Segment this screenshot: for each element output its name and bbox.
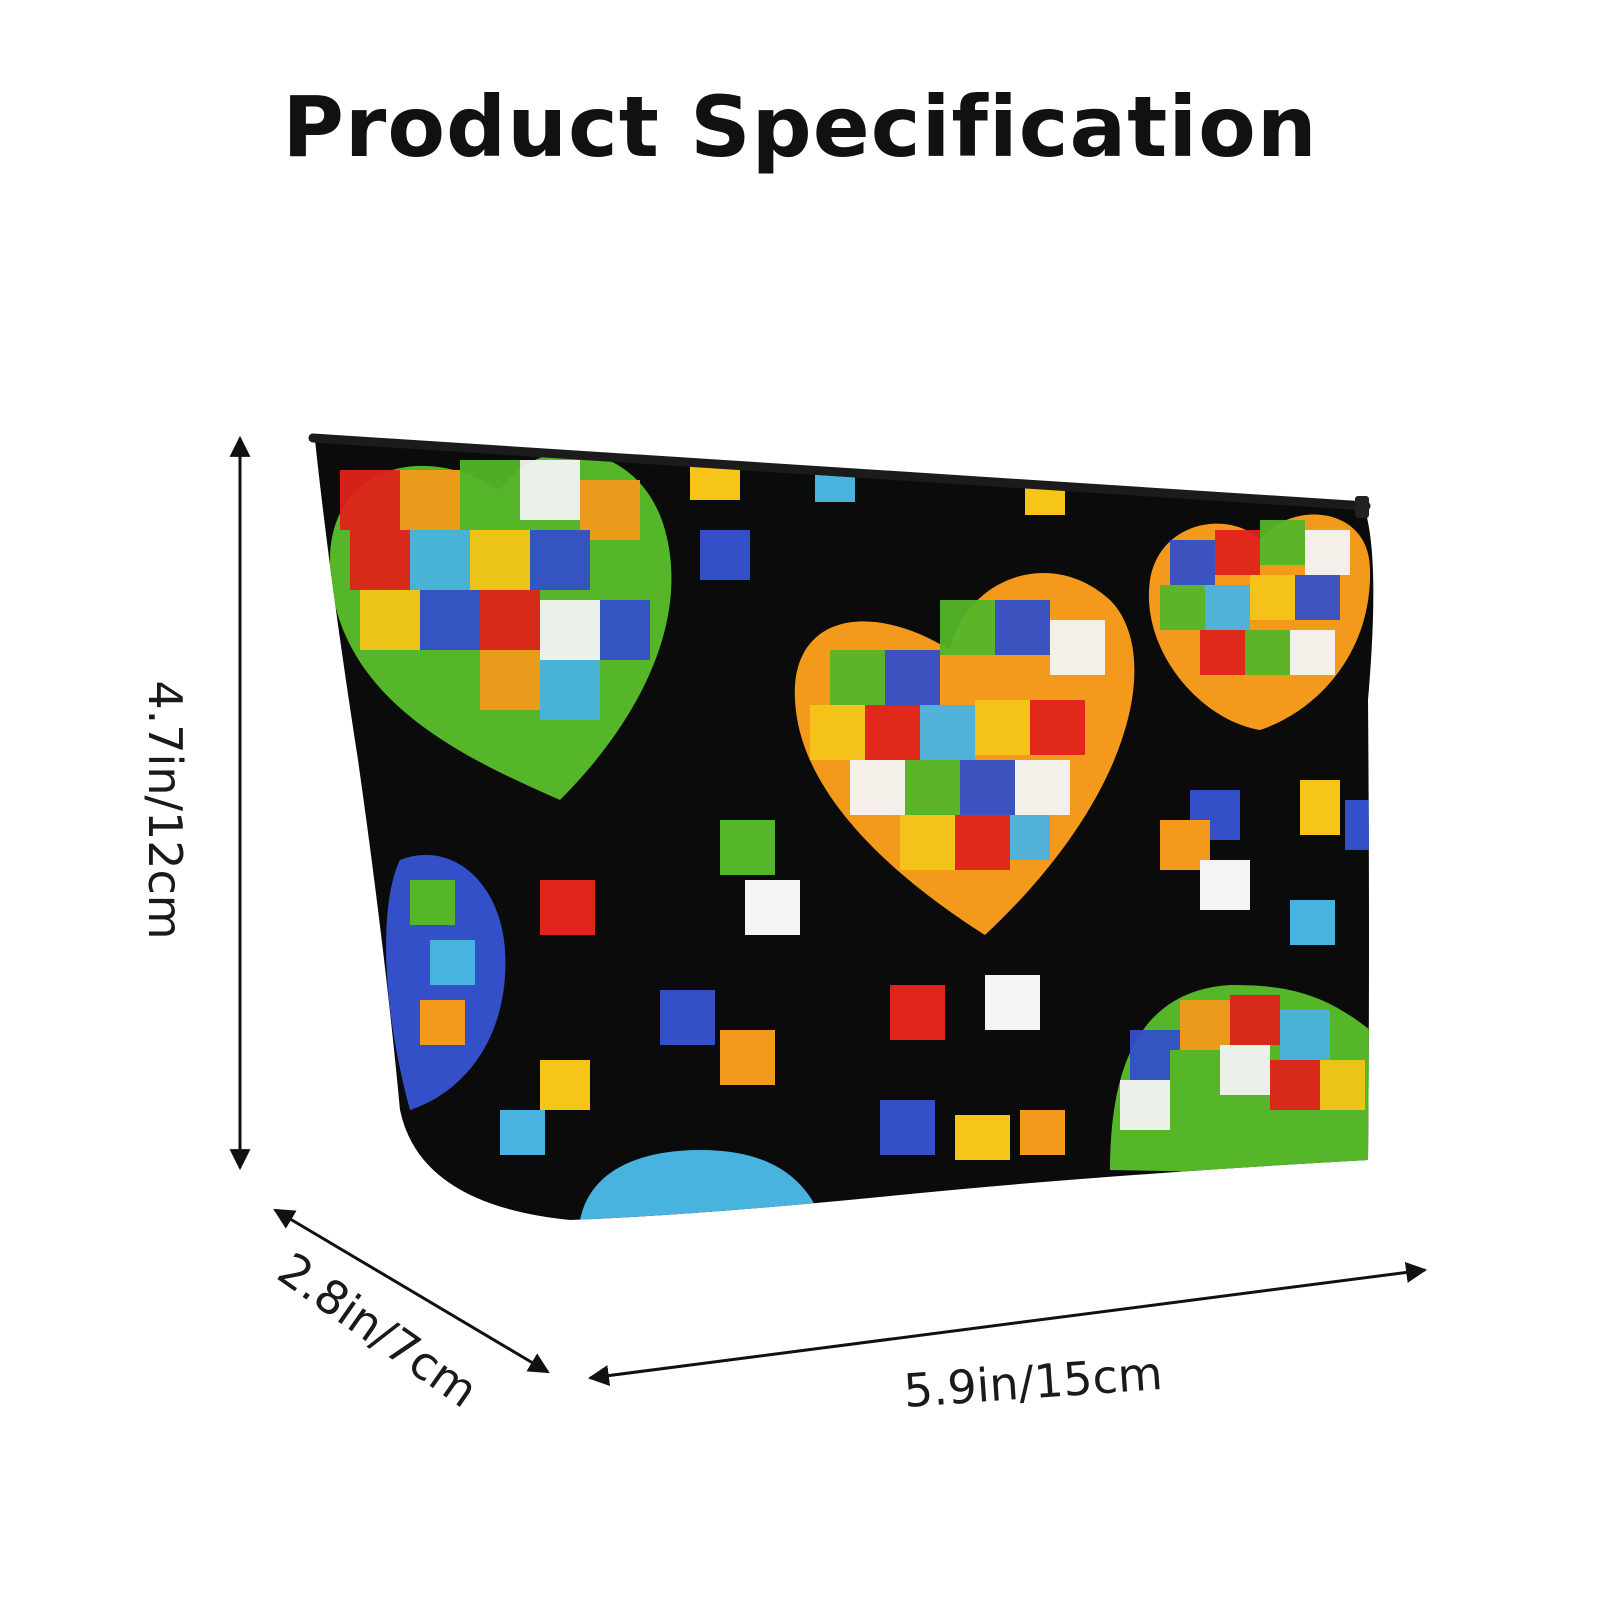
page-title: Product Specification: [282, 78, 1318, 176]
height-label: 4.7in/12cm: [138, 680, 192, 940]
puzzle-piece: [660, 990, 715, 1045]
puzzle-piece: [720, 1030, 775, 1085]
puzzle-piece: [690, 465, 740, 500]
zipper: [308, 433, 1371, 511]
puzzle-piece: [880, 1100, 935, 1155]
puzzle-piece: [1020, 1110, 1065, 1155]
puzzle-piece: [700, 530, 750, 580]
puzzle-piece: [1290, 900, 1335, 945]
puzzle-piece: [500, 1110, 545, 1155]
puzzle-piece: [745, 880, 800, 935]
depth-arrow: [273, 1208, 550, 1374]
puzzle-piece: [1300, 780, 1340, 835]
cosmetic-bag: [308, 433, 1374, 1220]
puzzle-piece: [1200, 860, 1250, 910]
puzzle-piece: [540, 880, 595, 935]
puzzle-piece: [955, 1115, 1010, 1160]
puzzle-piece: [890, 985, 945, 1040]
puzzle-pattern: [330, 452, 1371, 1220]
width-arrow: [587, 1262, 1428, 1386]
puzzle-piece: [720, 820, 775, 875]
puzzle-heart-bottom: [580, 1150, 820, 1220]
zipper-pull: [1355, 496, 1369, 518]
puzzle-piece: [540, 1060, 590, 1110]
puzzle-piece: [1345, 800, 1370, 850]
puzzle-piece: [985, 975, 1040, 1030]
